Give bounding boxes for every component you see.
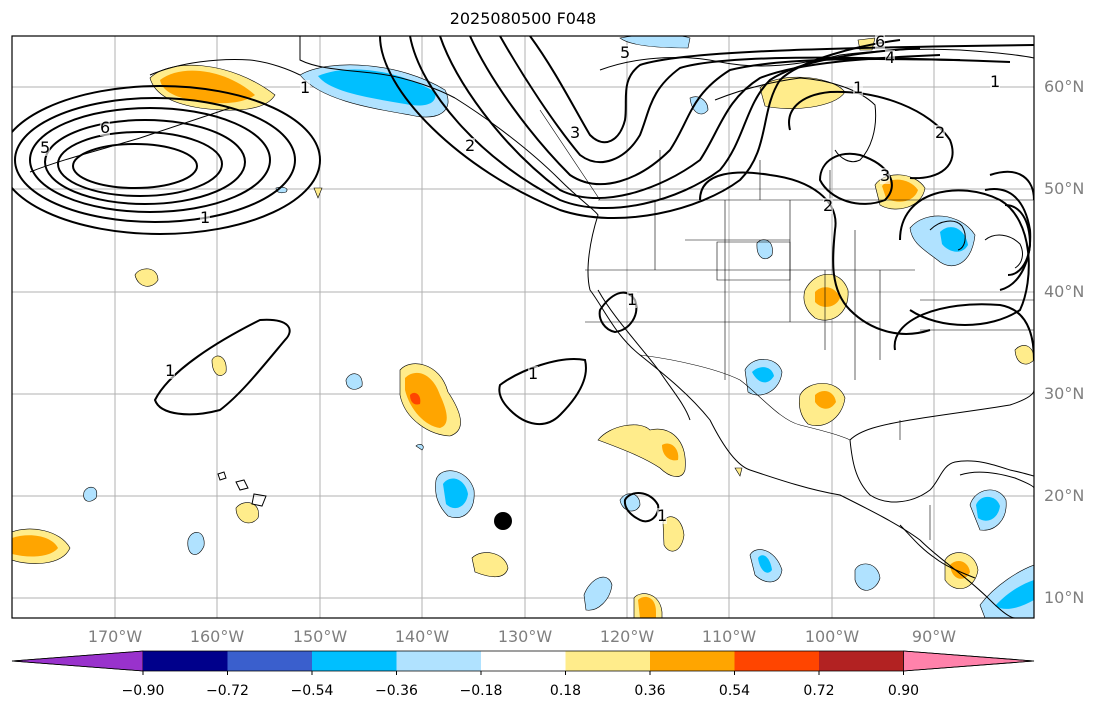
colorbar-segment [312, 651, 397, 671]
colorbar-segment [227, 651, 313, 671]
colorbar-tick-label: 0.54 [718, 683, 751, 699]
colorbar-segment [565, 651, 651, 671]
map-background [12, 36, 1034, 618]
colorbar-tick-label: −0.18 [459, 683, 503, 699]
longitude-label: 110°W [701, 627, 757, 646]
contour-label: 5 [620, 43, 631, 62]
latitude-label: 60°N [1044, 77, 1085, 96]
colorbar-tick-label: −0.54 [290, 683, 334, 699]
contour-label: 1 [165, 361, 176, 380]
colorbar-tick-label: −0.36 [375, 683, 418, 699]
latitude-label: 50°N [1044, 179, 1085, 198]
colorbar-extend-high [903, 650, 1035, 672]
colorbar-tick-label: −0.90 [121, 683, 165, 699]
contour-label: 1 [853, 78, 864, 97]
location-marker [494, 512, 512, 530]
contour-label: 6 [875, 32, 886, 51]
colorbar-segment [481, 651, 566, 671]
longitude-label: 90°W [911, 627, 957, 646]
colorbar-tick-label: 0.72 [803, 683, 835, 699]
colorbar-segment [396, 651, 482, 671]
longitude-label: 170°W [87, 627, 143, 646]
colorbar-tick-label: 0.18 [549, 683, 582, 699]
contour-label: 1 [990, 72, 1001, 91]
longitude-label: 150°W [292, 627, 348, 646]
colorbar-segment [734, 651, 820, 671]
contour-label: 1 [300, 78, 311, 97]
latitude-label: 40°N [1044, 282, 1085, 301]
longitude-label: 100°W [804, 627, 860, 646]
longitude-label: 120°W [599, 627, 655, 646]
map-gridlines [12, 36, 1034, 618]
political-borders [539, 109, 1034, 540]
latitude-label: 30°N [1044, 384, 1085, 403]
contour-label: 1 [627, 290, 638, 309]
colorbar [11, 650, 1035, 675]
colorbar-extend-low [11, 650, 144, 672]
contour-label: 3 [570, 123, 581, 142]
map-title: 2025080500 F048 [449, 9, 597, 28]
contour-label: 5 [40, 138, 51, 157]
colorbar-tick-label: −0.72 [206, 683, 249, 699]
contour-label: 1 [657, 506, 668, 525]
contour-label: 4 [885, 48, 896, 67]
contour-label: 1 [200, 208, 211, 227]
longitude-label: 160°W [189, 627, 245, 646]
colorbar-tick-label: 0.90 [887, 683, 920, 699]
contour-lines [12, 36, 1034, 523]
colorbar-tick-label: 0.36 [634, 683, 666, 699]
latitude-label: 20°N [1044, 486, 1085, 505]
colorbar-segment [143, 651, 228, 671]
longitude-label: 140°W [394, 627, 450, 646]
map-frame [11, 35, 1035, 619]
contour-label: 2 [935, 123, 946, 142]
contour-label: 6 [100, 118, 111, 137]
colorbar-segment [650, 651, 735, 671]
latitude-label: 10°N [1044, 588, 1085, 607]
colorbar-segment [819, 651, 904, 671]
contour-label: 1 [528, 364, 539, 383]
contour-label: 2 [823, 196, 834, 215]
contour-label: 2 [465, 136, 476, 155]
longitude-label: 130°W [497, 627, 553, 646]
contour-label: 3 [880, 166, 891, 185]
